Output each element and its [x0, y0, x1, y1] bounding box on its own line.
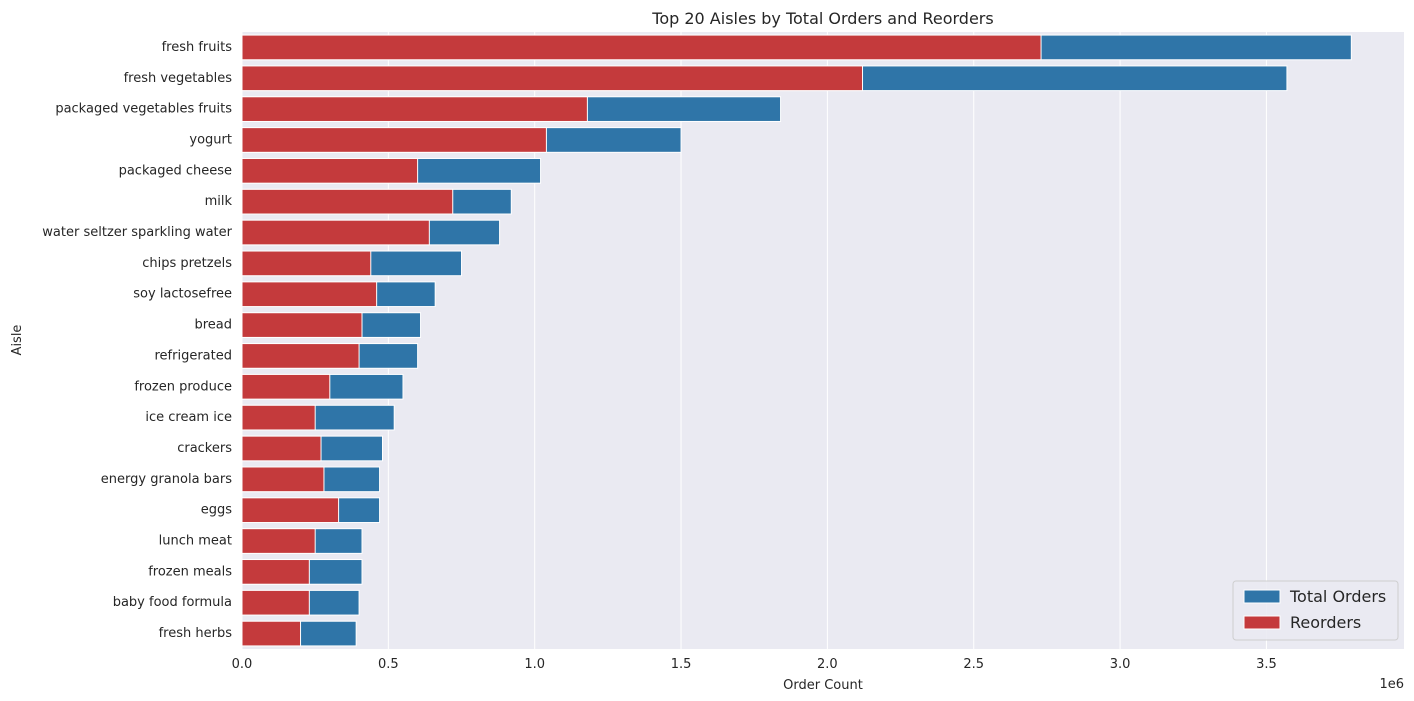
y-tick-label: yogurt [189, 132, 232, 147]
y-axis-label: Aisle [10, 325, 25, 356]
x-tick-label: 0.5 [378, 657, 399, 672]
y-tick-label: energy granola bars [101, 472, 232, 487]
y-tick-label: fresh vegetables [124, 71, 233, 86]
bar-reorders [241, 157, 419, 184]
y-tick-label: ice cream ice [145, 410, 232, 425]
y-tick-label: crackers [177, 441, 232, 456]
x-tick-label: 3.5 [1256, 657, 1277, 672]
x-tick-label: 3.0 [1110, 657, 1131, 672]
bar-reorders [241, 343, 360, 369]
bar-reorders [241, 96, 588, 122]
x-tick-label: 0.0 [232, 657, 253, 672]
bar-reorders [241, 559, 310, 585]
bar-reorders [241, 65, 864, 92]
y-tick-label: chips pretzels [142, 256, 232, 271]
bar-reorders [241, 589, 310, 616]
bar-reorders [241, 528, 316, 554]
y-tick-label: packaged cheese [119, 163, 232, 178]
bar-reorders [241, 373, 331, 400]
x-axis-label: Order Count [783, 678, 863, 693]
bar-reorders [241, 127, 547, 153]
bar-reorders [241, 281, 378, 308]
x-tick-label: 2.5 [963, 657, 984, 672]
x-multiplier-label: 1e6 [1379, 677, 1404, 692]
bars [241, 34, 1352, 647]
bar-reorders [241, 312, 363, 338]
legend-label-reorders: Reorders [1290, 613, 1361, 632]
bar-reorders [241, 219, 430, 246]
y-tick-label: soy lactosefree [133, 287, 232, 302]
y-tick-label: packaged vegetables fruits [55, 102, 232, 117]
y-tick-label: baby food formula [113, 595, 232, 610]
legend-swatch-total-orders [1243, 589, 1281, 604]
y-tick-label: refrigerated [155, 348, 233, 363]
x-tick-label: 2.0 [817, 657, 838, 672]
bar-reorders [241, 466, 325, 493]
y-tick-label: fresh fruits [162, 40, 233, 55]
plot-area [242, 32, 1404, 649]
x-tick-labels: 0.0 0.5 1.0 1.5 2.0 2.5 3.0 3.5 [232, 657, 1277, 672]
legend-swatch-reorders [1243, 615, 1281, 630]
bar-reorders [241, 188, 454, 215]
legend-label-total-orders: Total Orders [1289, 587, 1386, 606]
bar-reorders [241, 34, 1042, 61]
bar-reorders [241, 250, 372, 277]
y-tick-label: water seltzer sparkling water [42, 225, 232, 240]
x-tick-label: 1.5 [671, 657, 692, 672]
y-tick-label: eggs [201, 503, 233, 518]
chart-title: Top 20 Aisles by Total Orders and Reorde… [651, 9, 993, 28]
bar-reorders [241, 620, 302, 647]
y-tick-label: milk [205, 194, 233, 209]
y-tick-label: frozen meals [148, 564, 232, 579]
bar-reorders [241, 497, 340, 524]
legend: Total Orders Reorders [1232, 580, 1399, 641]
y-tick-label: lunch meat [159, 534, 232, 549]
y-tick-label: frozen produce [134, 379, 232, 394]
y-tick-labels: fresh fruits fresh vegetables packaged veg… [42, 40, 232, 641]
x-tick-label: 1.0 [524, 657, 545, 672]
y-tick-label: fresh herbs [159, 626, 233, 641]
bar-reorders [241, 404, 316, 431]
y-tick-label: bread [194, 318, 232, 333]
bar-reorders [241, 435, 322, 462]
